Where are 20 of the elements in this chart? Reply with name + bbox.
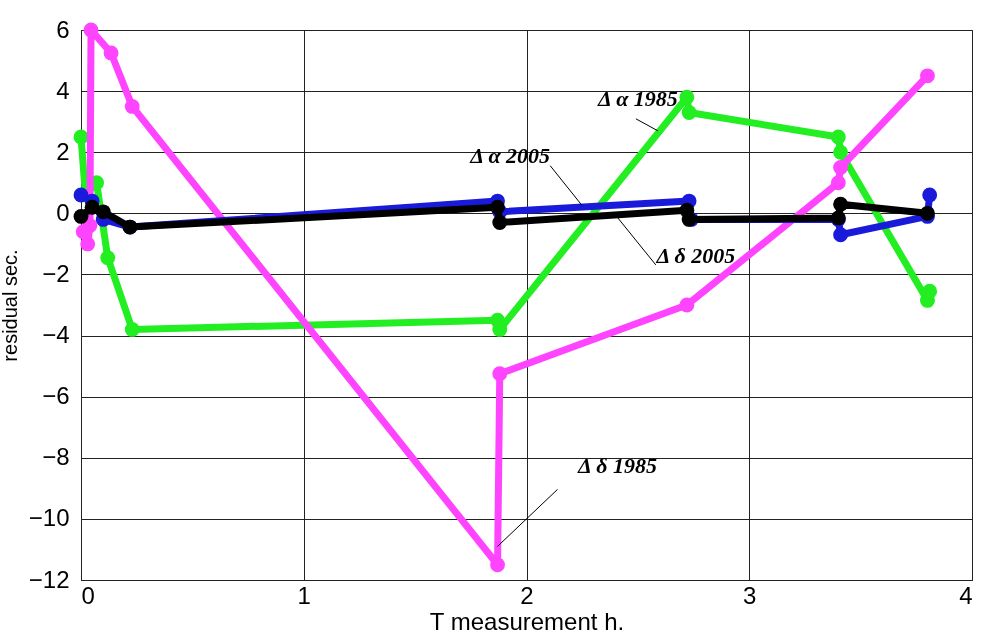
annotation: Δ α 1985 [597, 85, 678, 111]
y-tick-label: −12 [28, 565, 70, 593]
x-tick-label: 3 [743, 581, 757, 609]
x-axis-title: T measurement h. [429, 607, 625, 635]
y-axis-title: residual sec. [0, 249, 21, 362]
x-tick-label: 0 [81, 581, 95, 609]
x-tick-label: 2 [520, 581, 534, 609]
y-tick-label: 0 [56, 198, 70, 226]
y-tick-label: 6 [56, 15, 70, 43]
y-tick-label: −6 [42, 382, 70, 410]
annotation: Δ δ 2005 [655, 242, 736, 268]
y-tick-label: −2 [42, 259, 70, 287]
y-tick-label: −10 [28, 504, 70, 532]
y-tick-label: −8 [42, 443, 70, 471]
x-tick-label: 4 [959, 581, 973, 609]
y-tick-label: 4 [56, 76, 70, 104]
y-tick-label: −4 [42, 321, 70, 349]
x-tick-label: 1 [297, 581, 311, 609]
annotation: Δ δ 1985 [577, 453, 657, 479]
y-tick-label: 2 [56, 137, 70, 165]
